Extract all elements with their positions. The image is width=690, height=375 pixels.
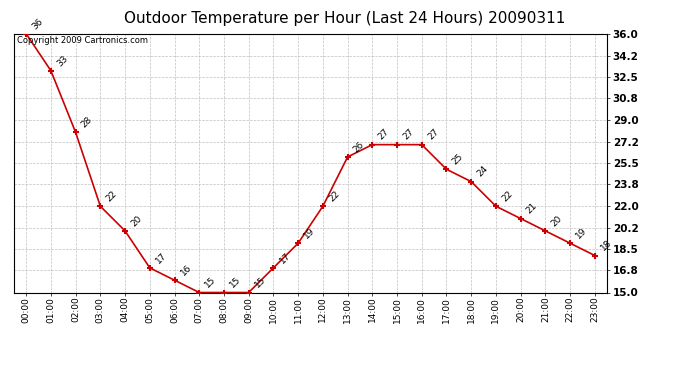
Text: 19: 19 (574, 226, 589, 240)
Text: 22: 22 (500, 189, 515, 204)
Text: 15: 15 (253, 275, 267, 290)
Text: 27: 27 (426, 128, 440, 142)
Text: 26: 26 (352, 140, 366, 154)
Text: 20: 20 (129, 214, 144, 228)
Text: Outdoor Temperature per Hour (Last 24 Hours) 20090311: Outdoor Temperature per Hour (Last 24 Ho… (124, 11, 566, 26)
Text: 36: 36 (30, 16, 45, 31)
Text: 19: 19 (302, 226, 317, 240)
Text: 28: 28 (80, 115, 95, 129)
Text: 15: 15 (228, 275, 243, 290)
Text: 22: 22 (104, 189, 119, 204)
Text: 15: 15 (204, 275, 218, 290)
Text: 17: 17 (277, 251, 292, 265)
Text: 17: 17 (154, 251, 168, 265)
Text: 33: 33 (55, 54, 70, 68)
Text: 20: 20 (549, 214, 564, 228)
Text: 27: 27 (377, 128, 391, 142)
Text: Copyright 2009 Cartronics.com: Copyright 2009 Cartronics.com (17, 36, 148, 45)
Text: 24: 24 (475, 165, 490, 179)
Text: 25: 25 (451, 152, 465, 166)
Text: 18: 18 (599, 238, 613, 253)
Text: 22: 22 (327, 189, 342, 204)
Text: 16: 16 (179, 263, 193, 278)
Text: 27: 27 (401, 128, 415, 142)
Text: 21: 21 (525, 201, 540, 216)
